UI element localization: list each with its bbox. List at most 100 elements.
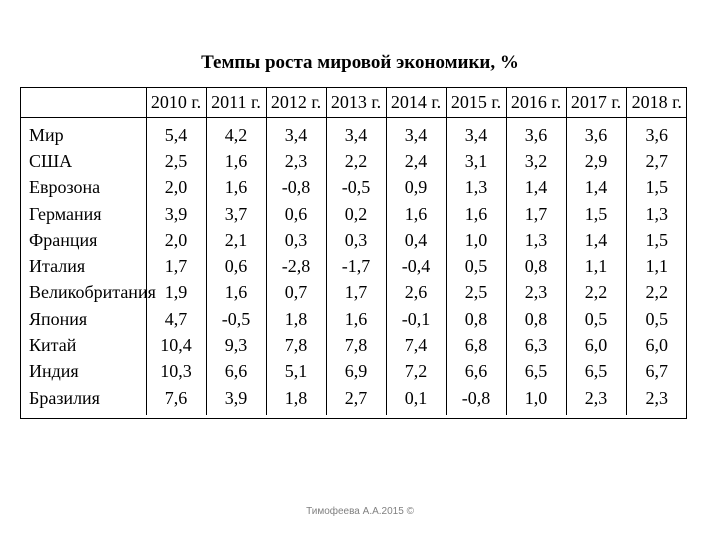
growth-value: 4,2	[205, 117, 266, 149]
growth-value: 0,8	[505, 306, 566, 333]
country-name: Италия	[29, 256, 86, 277]
table-row: Германия 3,9 3,7 0,6 0,2 1,6 1,6 1,7 1,5 1,3	[20, 200, 687, 228]
country-name: Мир	[29, 124, 64, 145]
page-title: Темпы роста мировой экономики, %	[201, 52, 519, 73]
year-header: 2015 г.	[445, 87, 506, 118]
table-row: Еврозона 2,0 1,6 -0,8 -0,5 0,9 1,3 1,4 1,4 1,5	[20, 174, 687, 201]
growth-value: 3,6	[505, 117, 566, 149]
growth-value: 7,8	[265, 332, 326, 359]
table-row: Мир 5,4 4,2 3,4 3,4 3,4 3,4 3,6 3,6 3,6	[20, 117, 687, 149]
growth-value: -0,5	[325, 174, 386, 201]
growth-value: 2,5	[145, 148, 206, 175]
growth-value: 0,5	[565, 306, 626, 333]
country-name: Индия	[29, 361, 79, 382]
year-header: 2018 г.	[625, 87, 687, 118]
growth-value: 1,6	[205, 174, 266, 201]
growth-value: -0,8	[265, 174, 326, 201]
growth-value: 1,5	[565, 200, 626, 228]
growth-value: 1,6	[445, 200, 506, 228]
growth-value: 2,3	[625, 384, 687, 416]
growth-value: 7,2	[385, 358, 446, 385]
growth-value: 7,6	[145, 384, 206, 416]
growth-value: 2,0	[145, 227, 206, 254]
growth-value: 3,9	[145, 200, 206, 228]
growth-value: -0,8	[445, 384, 506, 416]
growth-value: 3,2	[505, 148, 566, 175]
growth-value: -0,4	[385, 253, 446, 280]
growth-value: 1,7	[145, 253, 206, 280]
growth-value: 1,4	[565, 174, 626, 201]
growth-value: 1,0	[505, 384, 566, 416]
year-header: 2011 г.	[205, 87, 266, 118]
growth-value: 6,3	[505, 332, 566, 359]
growth-value: 0,8	[445, 306, 506, 333]
growth-value: -0,5	[205, 306, 266, 333]
growth-value: 1,3	[625, 200, 687, 228]
growth-value: 0,3	[325, 227, 386, 254]
growth-value: 3,6	[625, 117, 687, 149]
growth-value: 3,4	[385, 117, 446, 149]
country-name: Япония	[29, 308, 88, 329]
growth-value: 0,6	[205, 253, 266, 280]
footer-credit: Тимофеева А.А.2015 ©	[306, 506, 414, 517]
table-row: Франция 2,0 2,1 0,3 0,3 0,4 1,0 1,3 1,4 1,5	[20, 227, 687, 254]
growth-value: 3,4	[325, 117, 386, 149]
country-name: Германия	[29, 203, 102, 224]
growth-value: 1,8	[265, 384, 326, 416]
growth-value: -0,1	[385, 306, 446, 333]
growth-value: 1,1	[625, 253, 687, 280]
growth-value: 6,8	[445, 332, 506, 359]
growth-value: 3,7	[205, 200, 266, 228]
growth-value: 10,3	[145, 358, 206, 385]
growth-value: 2,4	[385, 148, 446, 175]
growth-value: 1,7	[505, 200, 566, 228]
growth-value: 1,7	[325, 279, 386, 307]
growth-value: 7,8	[325, 332, 386, 359]
growth-value: 2,1	[205, 227, 266, 254]
growth-value: 0,8	[505, 253, 566, 280]
growth-value: 2,5	[445, 279, 506, 307]
growth-value: 10,4	[145, 332, 206, 359]
growth-value: 2,7	[625, 148, 687, 175]
table-corner-cell	[20, 87, 146, 118]
growth-value: 3,4	[265, 117, 326, 149]
growth-value: 2,3	[505, 279, 566, 307]
growth-value: 6,5	[505, 358, 566, 385]
growth-value: 1,4	[505, 174, 566, 201]
country-name: Великобритания	[29, 282, 156, 303]
growth-value: 0,7	[265, 279, 326, 307]
country-name: Бразилия	[29, 387, 100, 408]
growth-value: 1,0	[445, 227, 506, 254]
growth-value: 0,2	[325, 200, 386, 228]
growth-value: 5,1	[265, 358, 326, 385]
growth-rate-table: 2010 г. 2011 г. 2012 г. 2013 г. 2014 г. 2015 …	[20, 87, 687, 416]
growth-value: 6,0	[625, 332, 687, 359]
growth-value: 1,6	[325, 306, 386, 333]
table-row: Великобритания 1,9 1,6 0,7 1,7 2,6 2,5 2,3 2,2 2,…	[20, 279, 687, 307]
growth-value: 1,5	[625, 227, 687, 254]
table-header-row: 2010 г. 2011 г. 2012 г. 2013 г. 2014 г. 2015 …	[20, 87, 687, 118]
table-row: Китай 10,4 9,3 7,8 7,8 7,4 6,8 6,3 6,0 6,0	[20, 332, 687, 359]
growth-value: 0,4	[385, 227, 446, 254]
growth-value: 0,9	[385, 174, 446, 201]
growth-value: 0,5	[625, 306, 687, 333]
growth-value: 1,8	[265, 306, 326, 333]
growth-value: 2,2	[625, 279, 687, 307]
table-row: Япония 4,7 -0,5 1,8 1,6 -0,1 0,8 0,8 0,5 0,5	[20, 306, 687, 333]
growth-value: 1,6	[205, 279, 266, 307]
growth-value: 2,3	[265, 148, 326, 175]
growth-value: 2,3	[565, 384, 626, 416]
growth-value: 2,9	[565, 148, 626, 175]
growth-value: 4,7	[145, 306, 206, 333]
growth-value: 0,5	[445, 253, 506, 280]
table-row: Италия 1,7 0,6 -2,8 -1,7 -0,4 0,5 0,8 1,1 1,1	[20, 253, 687, 280]
growth-value: 2,2	[565, 279, 626, 307]
growth-value: 6,5	[565, 358, 626, 385]
growth-value: 1,1	[565, 253, 626, 280]
growth-value: 5,4	[145, 117, 206, 149]
growth-value: 1,9	[145, 279, 206, 307]
year-header: 2014 г.	[385, 87, 446, 118]
growth-value: 1,5	[625, 174, 687, 201]
growth-value: 2,7	[325, 384, 386, 416]
growth-value: 1,4	[565, 227, 626, 254]
